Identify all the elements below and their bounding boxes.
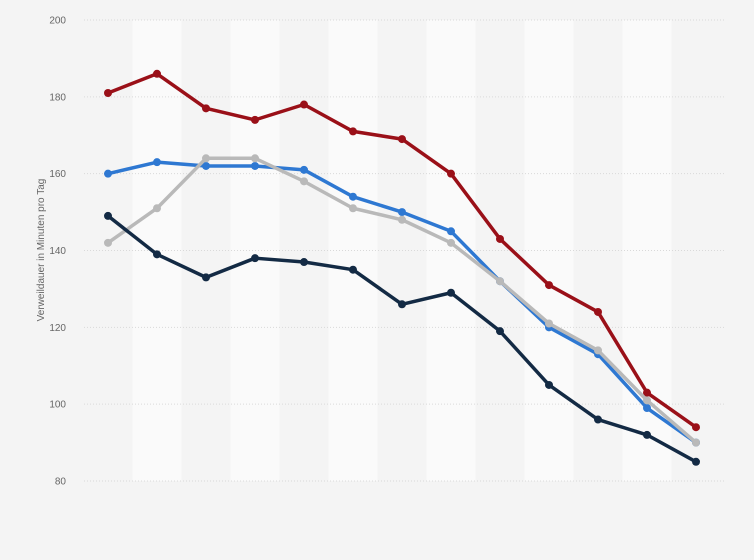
y-axis-title: Verweildauer in Minuten pro Tag xyxy=(36,179,47,322)
data-point[interactable] xyxy=(202,104,210,113)
data-point[interactable] xyxy=(643,396,651,405)
data-point[interactable] xyxy=(153,250,161,259)
data-point[interactable] xyxy=(447,238,455,247)
data-point[interactable] xyxy=(300,100,308,109)
data-point[interactable] xyxy=(202,154,210,163)
data-point[interactable] xyxy=(447,288,455,297)
data-point[interactable] xyxy=(692,457,700,466)
series-line xyxy=(106,214,698,464)
data-point[interactable] xyxy=(202,161,210,170)
data-point[interactable] xyxy=(496,327,504,336)
data-point[interactable] xyxy=(496,277,504,286)
y-tick-label: 80 xyxy=(55,477,67,488)
column-band xyxy=(426,20,476,481)
data-point[interactable] xyxy=(643,388,651,397)
data-point[interactable] xyxy=(251,115,259,124)
y-tick-label: 160 xyxy=(49,169,66,180)
data-point[interactable] xyxy=(153,204,161,213)
data-point[interactable] xyxy=(643,404,651,413)
data-point[interactable] xyxy=(692,423,700,432)
data-point[interactable] xyxy=(545,319,553,328)
data-point[interactable] xyxy=(594,346,602,355)
data-point[interactable] xyxy=(643,430,651,439)
data-point[interactable] xyxy=(447,169,455,178)
data-point[interactable] xyxy=(398,215,406,224)
data-point[interactable] xyxy=(104,169,112,178)
data-point[interactable] xyxy=(349,127,357,136)
data-point[interactable] xyxy=(153,158,161,167)
data-point[interactable] xyxy=(398,300,406,309)
data-point[interactable] xyxy=(496,234,504,243)
data-point[interactable] xyxy=(104,211,112,220)
data-point[interactable] xyxy=(398,208,406,217)
y-tick-label: 120 xyxy=(49,323,66,334)
gridlines xyxy=(84,19,726,482)
data-point[interactable] xyxy=(251,254,259,263)
data-point[interactable] xyxy=(104,88,112,97)
data-point[interactable] xyxy=(251,161,259,170)
data-point[interactable] xyxy=(300,165,308,174)
column-band xyxy=(328,20,378,481)
data-point[interactable] xyxy=(300,177,308,186)
data-point[interactable] xyxy=(251,154,259,163)
y-tick-label: 200 xyxy=(49,16,66,27)
y-tick-label: 140 xyxy=(49,246,66,257)
data-point[interactable] xyxy=(349,204,357,213)
data-point[interactable] xyxy=(153,69,161,78)
data-point[interactable] xyxy=(594,415,602,424)
data-point[interactable] xyxy=(594,307,602,316)
data-point[interactable] xyxy=(349,265,357,274)
data-point[interactable] xyxy=(545,380,553,389)
y-tick-label: 100 xyxy=(49,400,66,411)
data-point[interactable] xyxy=(447,227,455,236)
data-point[interactable] xyxy=(692,438,700,447)
series-3 xyxy=(104,154,700,447)
data-point[interactable] xyxy=(545,281,553,290)
data-point[interactable] xyxy=(349,192,357,201)
series-4 xyxy=(104,211,700,466)
data-point[interactable] xyxy=(104,238,112,247)
series-1 xyxy=(104,69,700,432)
data-point[interactable] xyxy=(202,273,210,282)
data-point[interactable] xyxy=(300,258,308,267)
y-axis-ticks: 80 100 120 140 160 180 200 xyxy=(49,16,66,488)
series-layer xyxy=(104,69,700,466)
y-tick-label: 180 xyxy=(49,92,66,103)
data-point[interactable] xyxy=(398,135,406,144)
